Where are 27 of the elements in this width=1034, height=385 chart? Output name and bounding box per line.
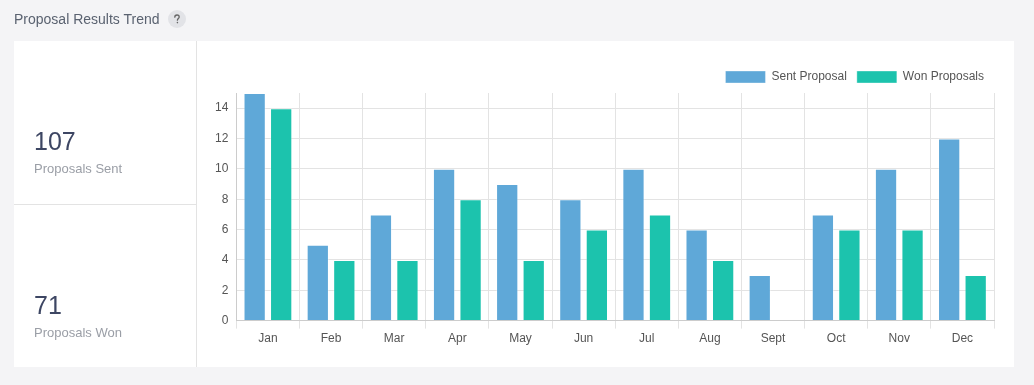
y-tick-label: 2 [221,282,229,297]
y-tick-label: 4 [221,252,229,267]
x-tick-label: Mar [383,331,405,346]
y-tick-label: 12 [214,130,229,145]
x-tick-label: Nov [888,331,910,346]
legend-label: Won Proposals [902,69,984,84]
text: 107 [34,127,76,156]
x-tick-label: Feb [320,331,342,346]
x-tick-label: Jun [573,331,594,346]
text: Proposals Sent [34,161,123,176]
y-tick-label: 10 [214,161,229,176]
text: Proposal Results Trend [14,11,160,27]
x-tick-label: Sept [760,331,787,346]
y-tick-label: 6 [221,221,229,236]
text: 71 [34,291,62,320]
legend-label: Sent Proposal [771,69,847,84]
x-tick-label: Jan [258,331,278,346]
x-tick-label: Jul [639,331,655,346]
x-tick-label: Dec [951,331,974,346]
x-tick-label: May [509,331,532,346]
y-tick-label: 0 [221,312,229,327]
x-tick-label: Apr [447,331,467,346]
y-tick-label: 8 [221,191,229,206]
x-tick-label: Aug [699,331,721,346]
y-tick-label: 14 [214,100,229,115]
x-tick-label: Oct [826,331,847,346]
text: Proposals Won [34,325,122,340]
